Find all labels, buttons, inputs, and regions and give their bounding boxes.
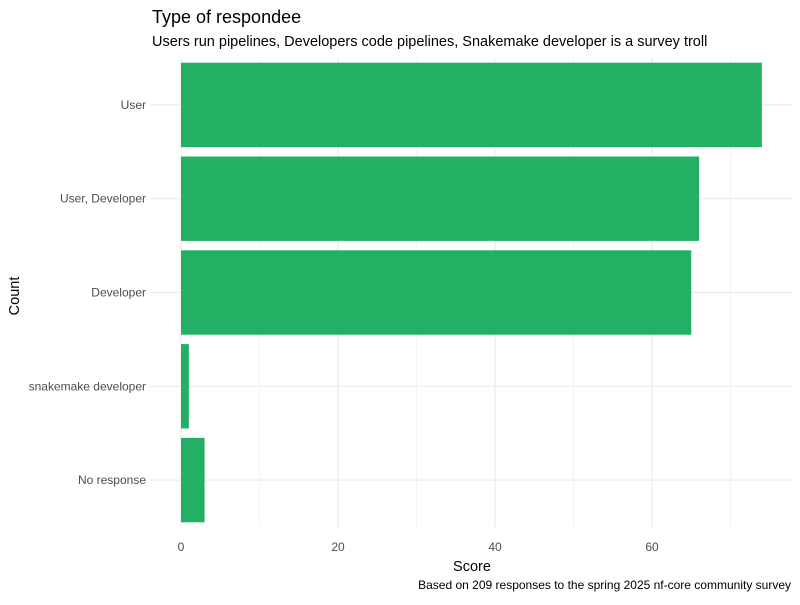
bar-user xyxy=(181,62,762,148)
bar-developer xyxy=(181,250,692,335)
chart-caption: Based on 209 responses to the spring 202… xyxy=(418,578,791,592)
bars xyxy=(181,62,762,523)
y-axis-title: Count xyxy=(7,277,23,316)
x-tick-labels: 0 20 40 60 xyxy=(178,540,659,554)
chart-title: Type of respondee xyxy=(152,7,301,27)
chart-subtitle: Users run pipelines, Developers code pip… xyxy=(152,34,707,50)
bar-no-response xyxy=(181,437,205,523)
x-tick-label: 40 xyxy=(488,540,502,554)
x-tick-label: 60 xyxy=(645,540,659,554)
y-tick-label: User xyxy=(121,98,146,112)
y-tick-labels: User User, Developer Developer snakemake de… xyxy=(29,98,147,487)
x-tick-label: 0 xyxy=(178,540,185,554)
x-axis-title: Score xyxy=(453,559,491,575)
bar-snakemake-developer xyxy=(181,344,189,429)
bar-user-developer xyxy=(181,156,700,241)
y-tick-label: snakemake developer xyxy=(29,379,146,393)
y-tick-label: No response xyxy=(78,473,146,487)
y-tick-label: User, Developer xyxy=(60,192,146,206)
y-tick-label: Developer xyxy=(91,286,146,300)
x-tick-label: 20 xyxy=(331,540,345,554)
